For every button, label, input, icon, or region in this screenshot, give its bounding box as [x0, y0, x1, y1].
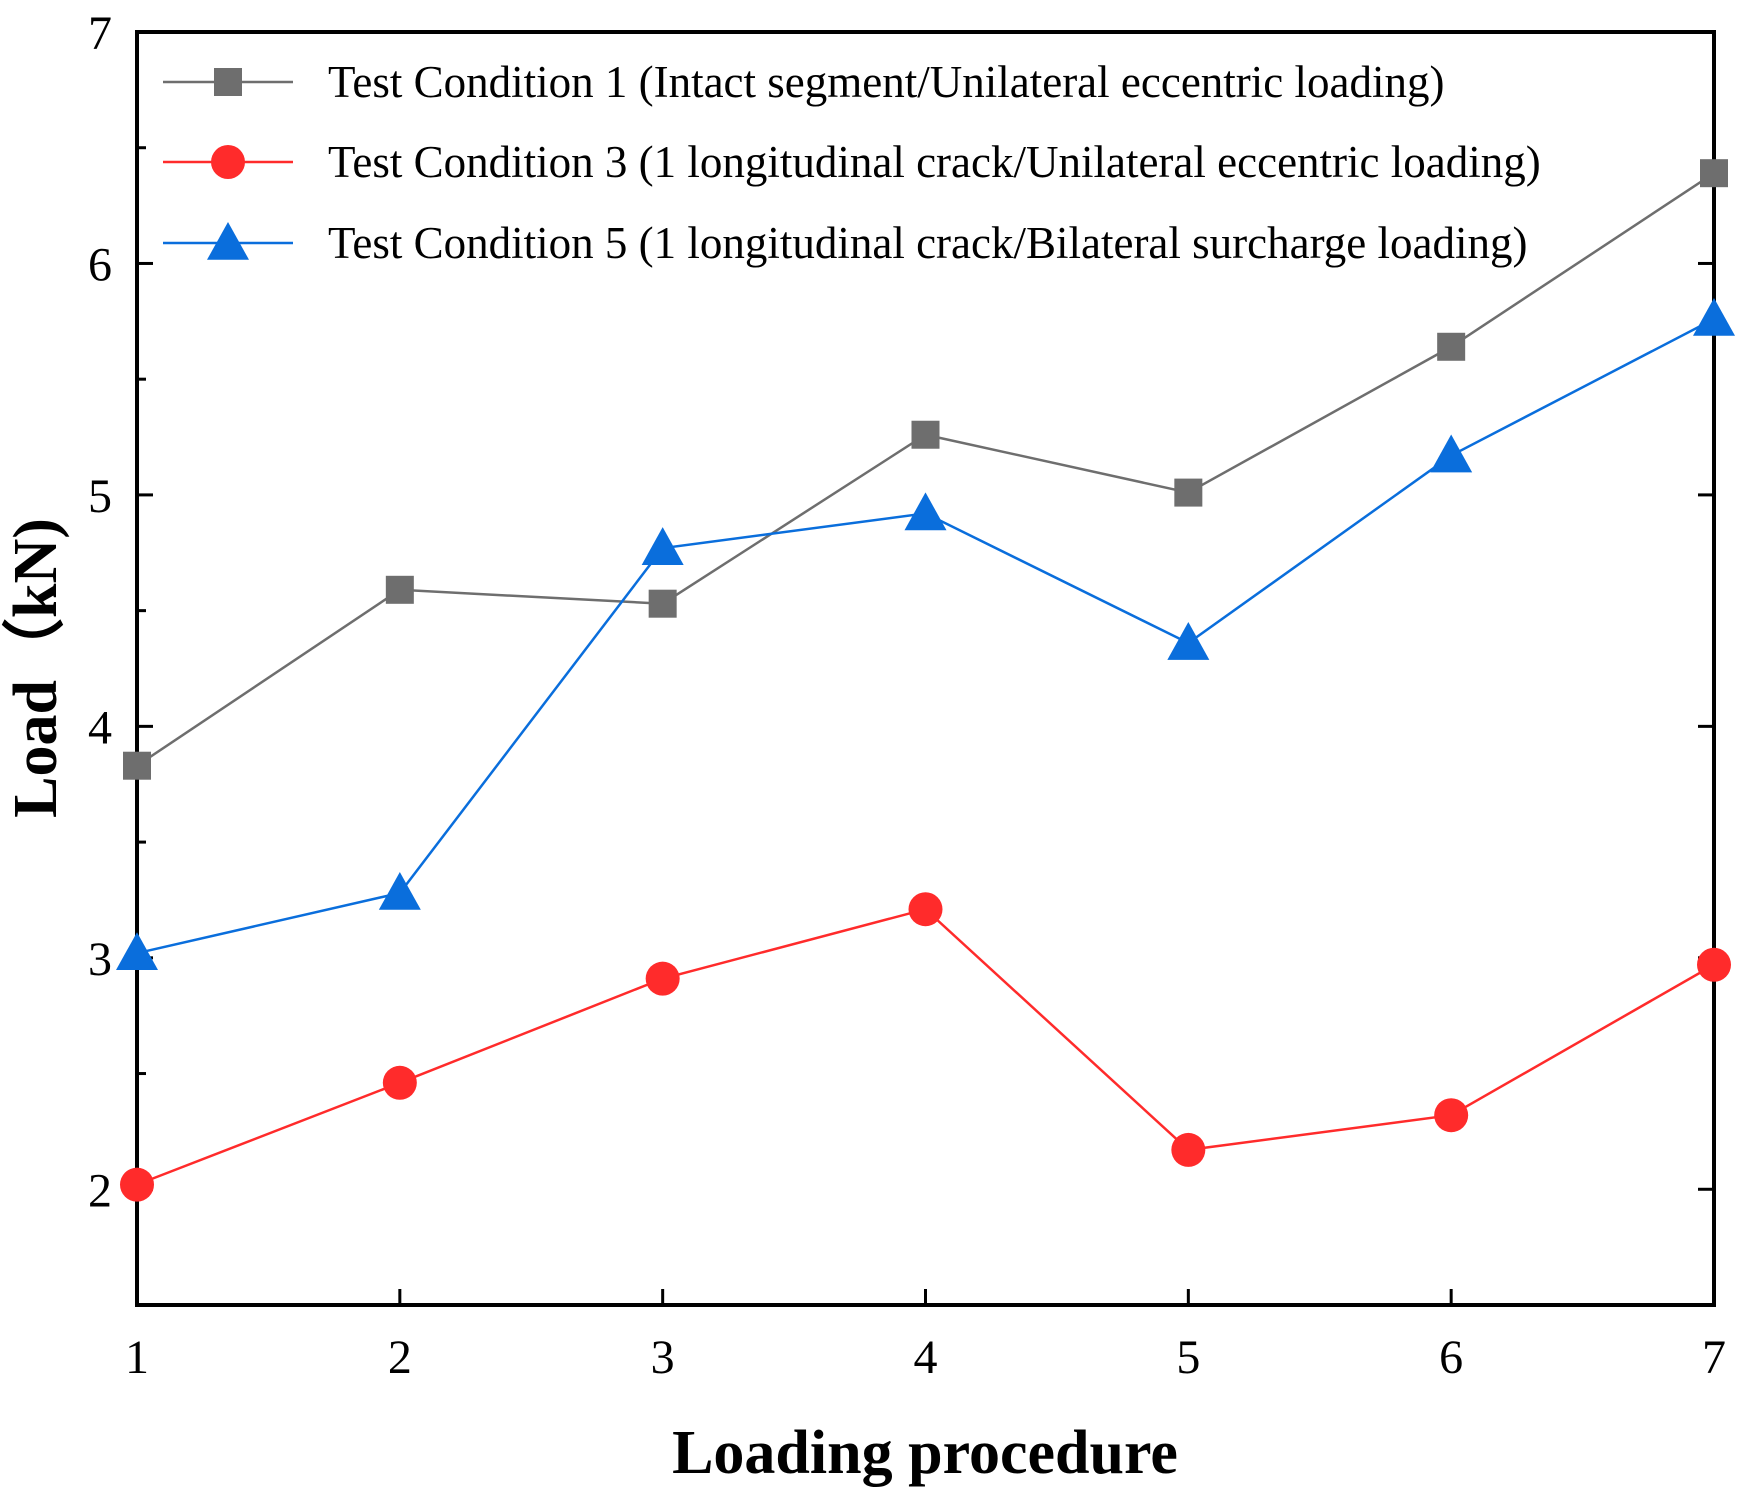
y-tick-label: 7 — [88, 7, 112, 60]
legend-label: Test Condition 3 (1 longitudinal crack/U… — [328, 137, 1541, 187]
series-line — [136, 317, 1715, 955]
data-point — [1697, 947, 1731, 982]
data-point — [1700, 159, 1728, 188]
series-layer — [116, 159, 1735, 1202]
data-point — [378, 872, 421, 910]
y-axis-title: Load（kN) — [0, 518, 70, 818]
legend-label: Test Condition 5 (1 longitudinal crack/B… — [328, 218, 1527, 268]
data-point — [908, 892, 943, 927]
legend-label: Test Condition 1 (Intact segment/Unilate… — [328, 57, 1444, 107]
data-point — [1434, 1098, 1469, 1133]
series-line — [136, 907, 1715, 1186]
series-3 — [116, 298, 1735, 970]
legend-marker — [211, 145, 245, 179]
legend: Test Condition 1 (Intact segment/Unilate… — [163, 57, 1541, 268]
y-tick-label: 2 — [88, 1164, 112, 1217]
x-tick-label: 7 — [1702, 1331, 1726, 1384]
y-tick-label: 5 — [88, 470, 112, 523]
data-point — [385, 575, 414, 604]
data-point — [1171, 1132, 1206, 1167]
x-tick-label: 2 — [388, 1331, 412, 1384]
data-point — [1693, 298, 1735, 336]
y-tick-label: 3 — [88, 933, 112, 986]
series-2 — [120, 892, 1731, 1202]
axis-ticks: 1 2 3 4 5 6 7 2 3 4 5 6 7 — [88, 7, 1726, 1384]
data-point — [1437, 332, 1466, 361]
data-point — [645, 961, 680, 996]
data-point — [904, 492, 947, 531]
x-tick-label: 6 — [1439, 1331, 1463, 1384]
x-tick-label: 5 — [1176, 1331, 1200, 1384]
legend-marker — [214, 68, 242, 96]
data-point — [1430, 434, 1473, 473]
y-tick-label: 6 — [88, 238, 112, 291]
x-tick-label: 4 — [914, 1331, 938, 1384]
data-point — [911, 420, 940, 449]
x-axis-title: Loading procedure — [672, 1419, 1178, 1487]
legend-item-1: Test Condition 1 (Intact segment/Unilate… — [163, 57, 1444, 107]
legend-marker — [207, 222, 249, 260]
data-point — [641, 527, 684, 565]
x-tick-label: 3 — [651, 1331, 675, 1384]
series-1 — [123, 159, 1728, 780]
data-point — [1174, 478, 1203, 507]
x-tick-label: 1 — [125, 1331, 149, 1384]
legend-item-3: Test Condition 5 (1 longitudinal crack/B… — [163, 218, 1527, 268]
data-point — [123, 751, 151, 780]
data-point — [648, 589, 677, 618]
legend-item-2: Test Condition 3 (1 longitudinal crack/U… — [163, 137, 1541, 187]
data-point — [120, 1167, 154, 1202]
data-point — [382, 1065, 417, 1100]
y-tick-label: 4 — [88, 701, 112, 754]
data-point — [1167, 622, 1210, 660]
data-point — [116, 932, 158, 970]
